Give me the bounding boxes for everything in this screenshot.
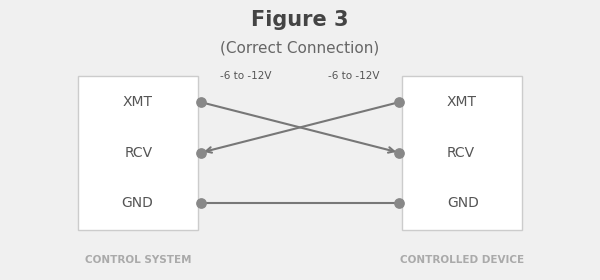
Point: [394, 201, 404, 205]
Text: -6 to -12V: -6 to -12V: [220, 71, 272, 81]
Bar: [402, 76, 522, 230]
Text: XMT: XMT: [123, 95, 153, 109]
Text: CONTROL SYSTEM: CONTROL SYSTEM: [85, 255, 191, 265]
Text: CONTROLLED DEVICE: CONTROLLED DEVICE: [400, 255, 524, 265]
Text: Figure 3: Figure 3: [251, 10, 349, 30]
Text: RCV: RCV: [125, 146, 153, 160]
Text: GND: GND: [447, 196, 479, 210]
Bar: [78, 76, 198, 230]
Text: (Correct Connection): (Correct Connection): [220, 40, 380, 55]
Point: [394, 150, 404, 155]
Point: [196, 150, 206, 155]
Point: [196, 100, 206, 104]
Point: [394, 100, 404, 104]
Text: XMT: XMT: [447, 95, 477, 109]
Text: -6 to -12V: -6 to -12V: [328, 71, 380, 81]
Text: RCV: RCV: [447, 146, 475, 160]
Point: [196, 201, 206, 205]
Text: GND: GND: [121, 196, 153, 210]
